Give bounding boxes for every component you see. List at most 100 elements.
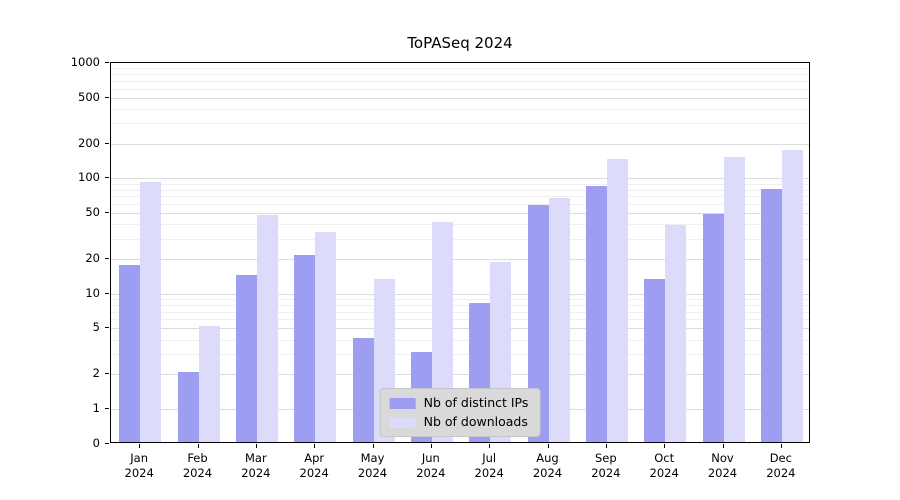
bar-nb-of-downloads — [431, 222, 453, 442]
x-tick-label: Apr 2024 — [299, 451, 329, 480]
bar-nb-of-distinct-ips — [352, 337, 374, 442]
minor-gridline — [111, 80, 809, 82]
y-tick-label: 20 — [85, 250, 100, 265]
x-tick-label: May 2024 — [357, 451, 388, 480]
y-tick-mark — [105, 443, 109, 444]
x-tick-mark — [139, 444, 141, 448]
minor-gridline — [111, 74, 809, 76]
y-tick-mark — [105, 62, 109, 63]
minor-gridline — [111, 319, 809, 321]
plot-area — [110, 62, 810, 443]
bar-nb-of-distinct-ips — [527, 204, 549, 442]
minor-gridline — [111, 224, 809, 226]
x-tick-mark — [664, 444, 666, 448]
x-tick-mark — [197, 444, 199, 448]
bar-nb-of-distinct-ips — [760, 189, 782, 442]
y-tick-mark — [105, 212, 109, 214]
major-gridline — [111, 143, 809, 145]
minor-gridline — [111, 196, 809, 198]
major-gridline — [111, 374, 809, 376]
bar-nb-of-downloads — [548, 197, 570, 442]
x-tick-label: Aug 2024 — [532, 451, 563, 480]
legend-label: Nb of distinct IPs — [423, 395, 529, 410]
y-tick-mark — [105, 257, 109, 259]
y-tick-label: 1 — [92, 401, 100, 415]
major-gridline — [111, 97, 809, 99]
x-tick-label: Jul 2024 — [474, 451, 504, 480]
legend-swatch-icon — [389, 416, 416, 428]
x-tick-label: Mar 2024 — [241, 451, 271, 480]
y-tick-label: 500 — [78, 89, 100, 104]
y-tick-label: 5 — [92, 320, 100, 335]
bar-nb-of-distinct-ips — [585, 186, 607, 442]
x-tick-label: Oct 2024 — [649, 451, 679, 480]
y-tick-label: 2 — [92, 366, 100, 381]
legend-label: Nb of downloads — [423, 414, 528, 429]
bar-nb-of-downloads — [198, 326, 220, 442]
minor-gridline — [111, 353, 809, 355]
y-tick-label: 1000 — [70, 55, 100, 69]
y-tick-mark — [105, 408, 109, 409]
y-tick-label: 0 — [92, 436, 100, 450]
bar-nb-of-downloads — [256, 215, 278, 442]
legend-entry: Nb of distinct IPs — [389, 395, 529, 410]
x-tick-label: Nov 2024 — [707, 451, 738, 480]
y-tick-label: 200 — [78, 135, 100, 150]
major-gridline — [111, 258, 809, 260]
y-tick-label: 100 — [78, 170, 100, 185]
major-gridline — [111, 328, 809, 330]
x-tick-mark — [314, 444, 316, 448]
legend-swatch-icon — [389, 397, 416, 409]
x-tick-label: Jun 2024 — [416, 451, 446, 480]
major-gridline — [111, 213, 809, 215]
y-tick-mark — [105, 373, 109, 375]
y-tick-label: 50 — [85, 205, 100, 220]
bar-nb-of-distinct-ips — [702, 214, 724, 442]
bar-nb-of-downloads — [606, 159, 628, 442]
x-tick-mark — [372, 444, 374, 448]
bar-nb-of-downloads — [723, 156, 745, 442]
x-tick-mark — [605, 444, 607, 448]
x-tick-mark — [722, 444, 724, 448]
x-tick-mark — [255, 444, 257, 448]
x-tick-mark — [489, 444, 491, 448]
x-tick-label: Jan 2024 — [124, 451, 154, 480]
x-tick-label: Feb 2024 — [182, 451, 213, 480]
minor-gridline — [111, 183, 809, 185]
major-gridline — [111, 178, 809, 180]
minor-gridline — [111, 339, 809, 341]
legend-entry: Nb of downloads — [389, 414, 529, 429]
bar-nb-of-distinct-ips — [644, 278, 666, 442]
minor-gridline — [111, 298, 809, 300]
minor-gridline — [111, 123, 809, 125]
minor-gridline — [111, 88, 809, 90]
bar-nb-of-downloads — [140, 181, 162, 442]
minor-gridline — [111, 189, 809, 191]
chart-title: ToPASeq 2024 — [407, 34, 513, 52]
bar-nb-of-downloads — [315, 231, 337, 442]
bar-nb-of-distinct-ips — [235, 274, 257, 442]
y-tick-label: 10 — [85, 285, 100, 300]
x-tick-mark — [430, 444, 432, 448]
minor-gridline — [111, 238, 809, 240]
bar-nb-of-distinct-ips — [294, 254, 316, 442]
minor-gridline — [111, 68, 809, 70]
x-tick-label: Dec 2024 — [766, 451, 796, 480]
y-tick-mark — [105, 96, 109, 98]
x-tick-label: Sep 2024 — [591, 451, 621, 480]
bar-nb-of-downloads — [781, 149, 803, 442]
bar-nb-of-distinct-ips — [177, 372, 199, 442]
minor-gridline — [111, 203, 809, 205]
bar-nb-of-distinct-ips — [119, 265, 141, 442]
major-gridline — [111, 293, 809, 295]
minor-gridline — [111, 311, 809, 313]
y-tick-mark — [105, 142, 109, 144]
legend: Nb of distinct IPs Nb of downloads — [379, 388, 541, 437]
bar-nb-of-downloads — [665, 224, 687, 442]
x-tick-mark — [780, 444, 782, 448]
minor-gridline — [111, 108, 809, 110]
minor-gridline — [111, 304, 809, 306]
y-tick-mark — [105, 177, 109, 179]
x-tick-mark — [547, 444, 549, 448]
